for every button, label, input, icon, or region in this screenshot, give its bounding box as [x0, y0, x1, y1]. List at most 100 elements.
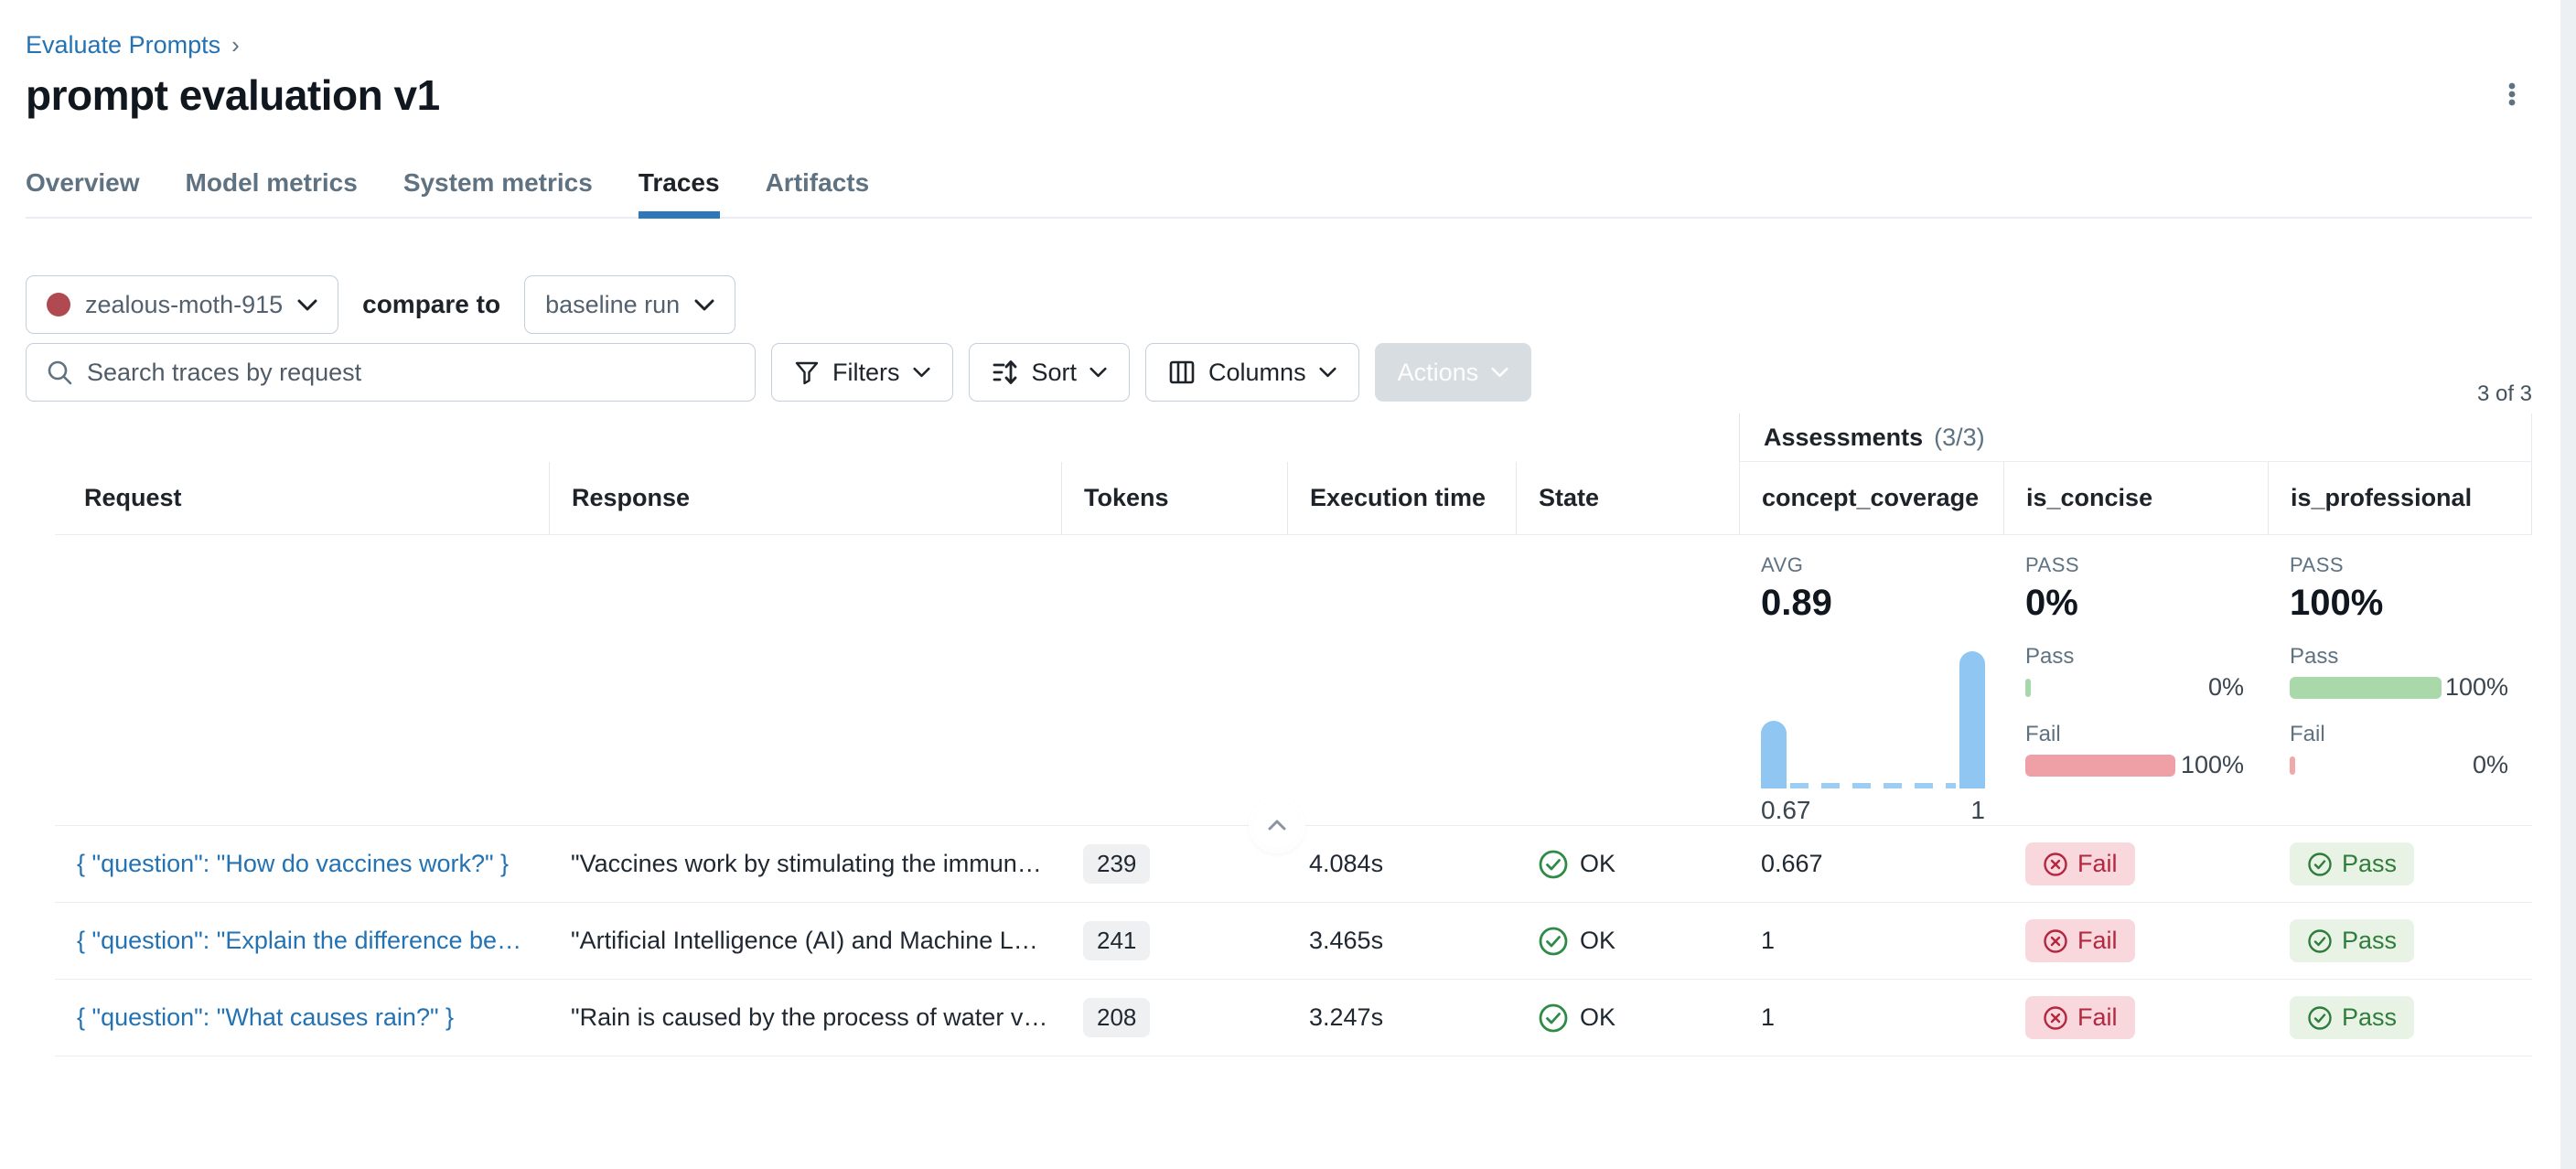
fail-label: Fail [2025, 722, 2061, 746]
pass-badge: Pass [2290, 919, 2415, 962]
assessments-group-header: Assessments (3/3) [1739, 413, 2532, 462]
baseline-run-label: baseline run [545, 290, 681, 318]
check-circle-icon [1539, 1003, 1568, 1032]
collapse-summary-button[interactable] [1254, 802, 1300, 848]
pass-bar [2025, 678, 2031, 697]
search-box[interactable] [26, 343, 756, 402]
kebab-menu-icon [2508, 82, 2516, 105]
assessments-count: (3/3) [1934, 423, 1985, 451]
response-cell: "Artificial Intelligence (AI) and Machin… [571, 927, 1038, 954]
columns-button[interactable]: Columns [1145, 343, 1359, 402]
concept-coverage-stat-value: 0.89 [1761, 583, 1832, 623]
state-cell: OK [1516, 826, 1739, 902]
actions-button[interactable]: Actions [1374, 343, 1532, 402]
pass-value: 0% [2207, 673, 2244, 701]
baseline-run-selector[interactable]: baseline run [524, 275, 736, 334]
fail-badge-label: Fail [2077, 1003, 2118, 1031]
col-header-request[interactable]: Request [84, 484, 182, 511]
chevron-down-icon [694, 299, 714, 310]
run-selector-label: zealous-moth-915 [85, 290, 284, 318]
is-professional-stat-label: PASS [2290, 553, 2345, 576]
col-header-execution-time[interactable]: Execution time [1287, 462, 1516, 534]
state-label: OK [1580, 927, 1616, 954]
result-count: 3 of 3 [2476, 381, 2532, 406]
x-circle-icon [2044, 852, 2067, 876]
col-header-concept-coverage[interactable]: concept_coverage [1739, 462, 2003, 534]
histogram-bar-low [1761, 721, 1787, 788]
filter-icon [795, 361, 819, 385]
search-input[interactable] [87, 358, 736, 387]
table-row[interactable]: { "question": "How do vaccines work?" } … [55, 826, 2532, 903]
check-circle-icon [2308, 852, 2332, 876]
chevron-down-icon [1089, 367, 1107, 378]
tab-model-metrics[interactable]: Model metrics [185, 168, 358, 197]
pass-bar [2290, 676, 2442, 699]
pass-badge: Pass [2290, 996, 2415, 1039]
is-concise-pass-row: Pass 0% [2025, 644, 2244, 702]
filters-button-label: Filters [832, 358, 900, 386]
col-header-is-professional[interactable]: is_professional [2268, 462, 2532, 534]
x-circle-icon [2044, 1005, 2067, 1030]
is-professional-fail-row: Fail 0% [2290, 722, 2508, 779]
response-cell: "Rain is caused by the process of water … [571, 1003, 1048, 1031]
concept-coverage-summary: AVG 0.89 0.67 1 [1739, 535, 2003, 825]
table-row[interactable]: { "question": "What causes rain?" } "Rai… [55, 980, 2532, 1056]
kebab-menu-button[interactable] [2492, 74, 2532, 117]
request-link[interactable]: { "question": "What causes rain?" } [77, 1003, 455, 1031]
concept-coverage-cell: 0.667 [1761, 850, 1823, 877]
execution-time-cell: 3.465s [1309, 927, 1384, 954]
is-concise-stat-label: PASS [2025, 553, 2080, 576]
tokens-badge: 208 [1083, 998, 1151, 1037]
pass-value: 100% [2444, 673, 2508, 701]
compare-to-label: compare to [362, 290, 501, 318]
run-compare-row: zealous-moth-915 compare to baseline run [26, 275, 2532, 334]
col-header-response[interactable]: Response [549, 462, 1061, 534]
pass-label: Pass [2290, 644, 2339, 669]
assessments-title: Assessments [1764, 423, 1924, 451]
page: Evaluate Prompts › prompt evaluation v1 … [0, 31, 2576, 1056]
sort-button[interactable]: Sort [968, 343, 1131, 402]
breadcrumb-link[interactable]: Evaluate Prompts [26, 31, 221, 59]
chevron-up-icon [1268, 820, 1286, 831]
filters-button[interactable]: Filters [771, 343, 953, 402]
pass-badge-label: Pass [2342, 927, 2398, 954]
chevron-down-icon [1319, 367, 1336, 378]
table-header-row: Request Response Tokens Execution time S… [55, 462, 2532, 535]
fail-bar [2290, 756, 2295, 775]
request-link[interactable]: { "question": "Explain the difference be… [77, 927, 522, 954]
execution-time-cell: 4.084s [1309, 850, 1384, 877]
response-cell: "Vaccines work by stimulating the immun… [571, 850, 1042, 877]
tab-system-metrics[interactable]: System metrics [402, 168, 593, 197]
tokens-badge: 241 [1083, 921, 1151, 960]
is-concise-summary: PASS 0% Pass 0% Fail 100% [2003, 535, 2268, 825]
fail-badge-label: Fail [2077, 927, 2118, 954]
concept-coverage-cell: 1 [1761, 1003, 1776, 1031]
col-header-is-concise[interactable]: is_concise [2003, 462, 2268, 534]
concept-coverage-stat-label: AVG [1761, 553, 1804, 576]
run-selector[interactable]: zealous-moth-915 [26, 275, 339, 334]
fail-badge: Fail [2025, 919, 2135, 962]
is-concise-stat-value: 0% [2025, 583, 2078, 623]
state-label: OK [1580, 1003, 1616, 1031]
actions-button-label: Actions [1397, 358, 1479, 386]
col-header-state[interactable]: State [1516, 462, 1739, 534]
pass-badge-label: Pass [2342, 1003, 2398, 1031]
is-professional-pass-row: Pass 100% [2290, 644, 2508, 702]
scrollbar-gutter[interactable] [2560, 0, 2576, 1169]
request-link[interactable]: { "question": "How do vaccines work?" } [77, 850, 510, 877]
tab-overview[interactable]: Overview [26, 168, 140, 197]
col-header-tokens[interactable]: Tokens [1061, 462, 1287, 534]
histogram-baseline [1790, 783, 1956, 788]
table-row[interactable]: { "question": "Explain the difference be… [55, 903, 2532, 980]
state-cell: OK [1516, 980, 1739, 1056]
check-circle-icon [1539, 927, 1568, 955]
traces-table: Assessments (3/3) Request Response Token… [55, 413, 2532, 1056]
tab-artifacts[interactable]: Artifacts [765, 168, 870, 197]
concept-coverage-histogram [1761, 651, 1985, 788]
sort-button-label: Sort [1031, 358, 1078, 386]
columns-button-label: Columns [1208, 358, 1306, 386]
page-title: prompt evaluation v1 [26, 71, 440, 119]
is-professional-summary: PASS 100% Pass 100% Fail 0% [2268, 535, 2532, 825]
tab-traces[interactable]: Traces [638, 167, 720, 219]
fail-badge: Fail [2025, 996, 2135, 1039]
